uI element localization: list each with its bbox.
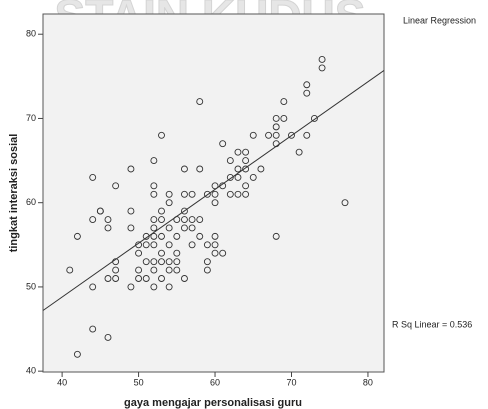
y-axis-label: tingkat interaksi sosial <box>8 134 20 253</box>
x-tick-label: 60 <box>210 377 220 387</box>
x-axis-label: gaya mengajar personalisasi guru <box>124 397 302 409</box>
y-tick-label: 50 <box>26 281 36 291</box>
x-tick-label: 50 <box>134 377 144 387</box>
legend-title: Linear Regression <box>403 15 476 25</box>
plot-area <box>43 14 384 372</box>
y-tick-label: 60 <box>26 197 36 207</box>
x-tick-label: 70 <box>286 377 296 387</box>
r-squared: R Sq Linear = 0.536 <box>392 319 472 329</box>
y-tick-label: 80 <box>26 29 36 39</box>
x-tick-label: 80 <box>363 377 373 387</box>
y-tick-label: 70 <box>26 113 36 123</box>
chart: STAIN KUDUS Linear Regression R Sq Linea… <box>0 0 488 409</box>
y-tick-label: 40 <box>26 366 36 376</box>
x-tick-label: 40 <box>57 377 67 387</box>
